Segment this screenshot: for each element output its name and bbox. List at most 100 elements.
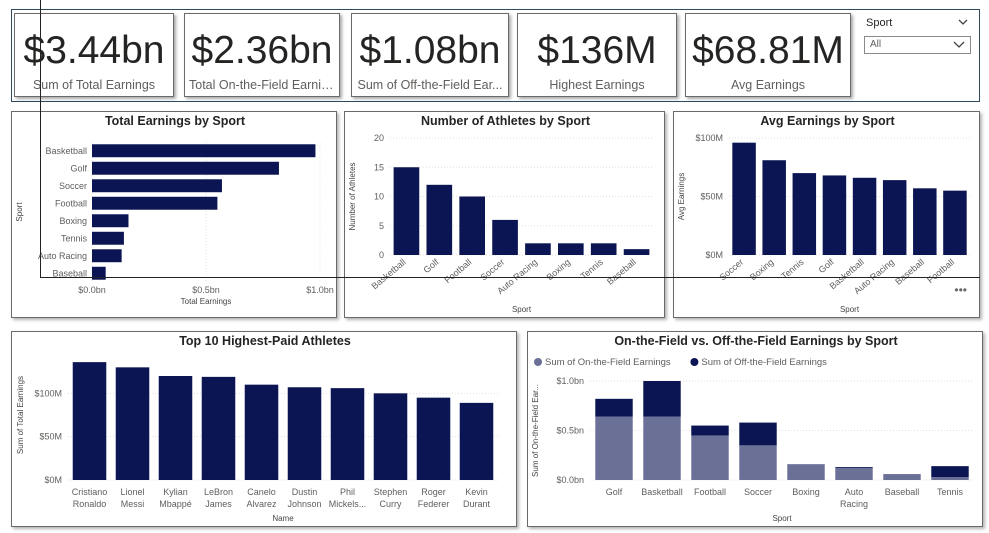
- panel-top-10-athletes[interactable]: Top 10 Highest-Paid Athletes $0M $50M $100M…: [11, 331, 517, 527]
- y-tick-label: 20: [374, 133, 384, 143]
- panel-total-earnings-by-sport[interactable]: Total Earnings by Sport $0.0bn $0.5bn $1.0b…: [11, 111, 337, 318]
- x-tick-label: Football: [443, 257, 474, 285]
- kpi-card-off-field-earnings[interactable]: $1.08bn Sum of Off-the-Field Ear...: [351, 13, 509, 97]
- bar: [852, 177, 877, 255]
- x-axis-title: Total Earnings: [181, 297, 232, 306]
- kpi-card-on-field-earnings[interactable]: $2.36bn Total On-the-Field Earnin...: [184, 13, 340, 97]
- x-tick-label: $0.0bn: [78, 285, 106, 295]
- stacked-bar-segment: [835, 468, 873, 480]
- x-tick-label: Stephen: [374, 487, 408, 497]
- chart-total-earnings-by-sport: Total Earnings by Sport $0.0bn $0.5bn $1.0b…: [15, 114, 334, 306]
- x-tick-label: Golf: [422, 257, 441, 276]
- bar: [590, 243, 617, 255]
- bar: [459, 196, 486, 255]
- x-tick-label: Baseball: [885, 487, 920, 497]
- x-tick-label: Johnson: [287, 499, 321, 509]
- y-axis-title: Number of Athletes: [348, 162, 357, 230]
- x-tick-label: Ronaldo: [73, 499, 107, 509]
- y-tick-label: Golf: [70, 163, 87, 173]
- kpi-card-total-earnings[interactable]: $3.44bn Sum of Total Earnings: [14, 13, 174, 97]
- x-tick-label: Mickels...: [329, 499, 367, 509]
- x-tick-label: Boxing: [545, 257, 573, 282]
- chart-title: Number of Athletes by Sport: [421, 114, 591, 128]
- y-axis-title: Avg Earnings: [677, 173, 686, 220]
- x-tick-label: Dustin: [292, 487, 318, 497]
- sport-slicer[interactable]: Sport All: [862, 14, 973, 60]
- x-tick-label: $0.5bn: [192, 285, 220, 295]
- bar: [426, 184, 453, 255]
- x-tick-label: Boxing: [792, 487, 820, 497]
- y-tick-label: $100M: [695, 133, 723, 143]
- chart-title: Total Earnings by Sport: [105, 114, 246, 128]
- kpi-value: $2.36bn: [191, 29, 333, 72]
- x-tick-label: Durant: [463, 499, 491, 509]
- x-tick-label: Basketball: [641, 487, 683, 497]
- kpi-value: $136M: [537, 29, 657, 72]
- bar: [92, 214, 129, 228]
- chart-top-10-athletes: Top 10 Highest-Paid Athletes $0M $50M $100M…: [16, 334, 498, 523]
- kpi-card-highest-earnings[interactable]: $136M Highest Earnings: [517, 13, 677, 97]
- x-tick-label: Messi: [121, 499, 145, 509]
- stacked-bar-segment: [739, 422, 777, 446]
- stacked-bar-segment: [883, 474, 921, 480]
- x-axis-title: Sport: [772, 514, 792, 523]
- x-axis-title: Name: [272, 514, 294, 523]
- kpi-label: Highest Earnings: [549, 78, 645, 92]
- stacked-bar-segment: [643, 416, 681, 480]
- y-tick-label: $0.0bn: [556, 475, 584, 485]
- bar: [459, 402, 494, 480]
- x-tick-label: Cristiano: [72, 487, 108, 497]
- bar: [373, 393, 408, 480]
- kpi-card-avg-earnings[interactable]: $68.81M Avg Earnings: [685, 13, 851, 97]
- bar: [623, 249, 650, 255]
- bar: [158, 376, 193, 480]
- x-axis-title: Sport: [840, 305, 860, 314]
- y-tick-label: $0M: [705, 250, 723, 260]
- x-tick-label: Tennis: [937, 487, 964, 497]
- bar: [92, 161, 279, 175]
- x-tick-label: Baseball: [605, 257, 638, 287]
- y-tick-label: $50M: [39, 432, 62, 442]
- panel-avg-earnings-by-sport[interactable]: Avg Earnings by Sport $0M $50M $100M Soccer B…: [673, 111, 980, 318]
- x-tick-label: Auto: [845, 487, 864, 497]
- stacked-bar-segment: [691, 425, 729, 436]
- y-tick-label: Basketball: [45, 146, 87, 156]
- bar: [557, 243, 584, 255]
- panel-number-of-athletes-by-sport[interactable]: Number of Athletes by Sport 0 5 10 15 20 Baske…: [344, 111, 665, 318]
- bar: [115, 367, 150, 480]
- bar: [732, 142, 756, 255]
- kpi-value: $68.81M: [692, 29, 844, 72]
- y-tick-label: Soccer: [59, 181, 87, 191]
- x-axis-title: Sport: [512, 305, 532, 314]
- dropdown-caret-icon: [953, 41, 965, 48]
- x-tick-label: Football: [925, 257, 956, 285]
- stacked-bar-segment: [931, 466, 969, 478]
- x-tick-label: $1.0bn: [306, 285, 334, 295]
- legend-marker: [534, 358, 542, 366]
- legend-marker: [690, 358, 699, 366]
- y-axis-title: Sum of On-the-Field Ear...: [531, 384, 540, 477]
- bar: [882, 180, 907, 255]
- stacked-bar-segment: [691, 435, 729, 480]
- kpi-label: Total On-the-Field Earnin...: [189, 78, 339, 92]
- y-tick-label: $1.0bn: [556, 376, 584, 386]
- x-tick-label: Basketball: [369, 257, 407, 291]
- bar: [201, 376, 236, 480]
- bar: [72, 362, 107, 480]
- x-tick-label: Golf: [817, 257, 836, 276]
- bar: [822, 175, 847, 255]
- chevron-down-icon[interactable]: [957, 16, 969, 28]
- kpi-label: Sum of Total Earnings: [32, 78, 156, 92]
- x-tick-label: Soccer: [478, 257, 506, 283]
- slicer-title: Sport: [866, 17, 893, 29]
- sport-dropdown[interactable]: All: [864, 36, 971, 54]
- bar: [92, 179, 222, 193]
- x-tick-label: Baseball: [893, 257, 926, 287]
- x-tick-label: Soccer: [744, 487, 772, 497]
- panel-on-vs-off-field-earnings[interactable]: On-the-Field vs. Off-the-Field Earnings …: [527, 331, 983, 527]
- x-tick-label: Phil: [340, 487, 355, 497]
- kpi-label: Sum of Off-the-Field Ear...: [357, 78, 503, 92]
- x-tick-label: Roger: [421, 487, 446, 497]
- bar: [92, 231, 124, 245]
